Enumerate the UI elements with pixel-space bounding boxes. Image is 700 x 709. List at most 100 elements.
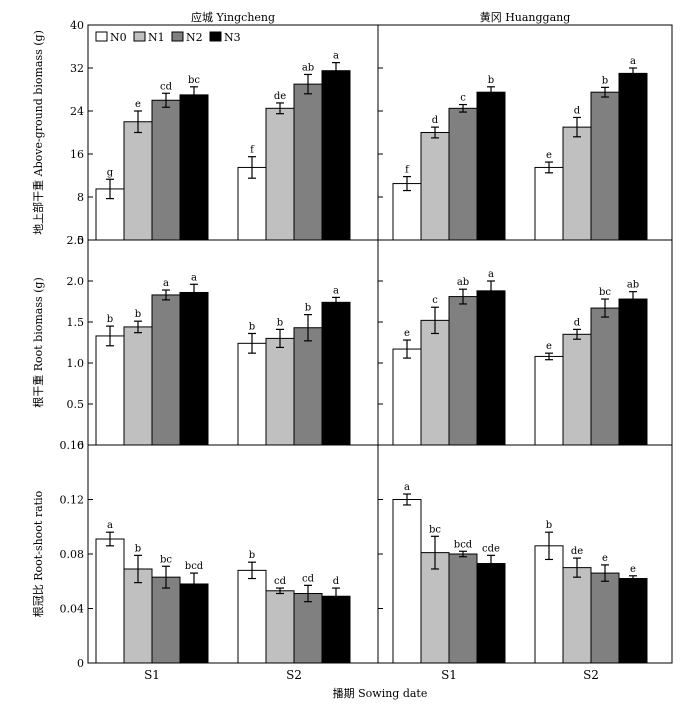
sig-letter-r2-c1-g0-s0: a: [404, 482, 410, 493]
y-tick-label-r2-0: 0: [77, 657, 84, 670]
sig-letter-r0-c0-g1-s3: a: [333, 51, 339, 62]
bar-r1-c0-g1-s0: [237, 342, 267, 446]
sig-letter-r0-c1-g0-s3: b: [488, 75, 494, 86]
sig-letter-r2-c1-g0-s2: bcd: [454, 539, 473, 550]
column-title-1: 黄冈 Huanggang: [480, 10, 571, 24]
bar-r1-c1-g0-s0: [392, 348, 422, 446]
legend-swatch-0: [95, 31, 108, 42]
bar-r2-c1-g1-s0: [534, 545, 564, 664]
bar-r0-c0-g1-s1: [265, 107, 295, 241]
sig-letter-r1-c1-g1-s2: bc: [599, 287, 611, 298]
x-category-label-c1-g1: S2: [583, 668, 599, 682]
sig-letter-r2-c0-g1-s0: b: [249, 550, 255, 561]
y-tick-label-r0-0: 0: [77, 234, 84, 247]
bar-r2-c0-g1-s0: [237, 569, 267, 664]
bar-r0-c0-g1-s3: [321, 70, 351, 241]
x-axis-title: 播期 Sowing date: [333, 686, 428, 700]
bar-r2-c0-g0-s3: [179, 583, 209, 664]
sig-letter-r1-c1-g1-s3: ab: [627, 280, 639, 291]
bar-r0-c1-g1-s3: [618, 72, 648, 241]
sig-letter-r2-c1-g0-s3: cde: [482, 543, 500, 554]
sig-letter-r1-c1-g0-s3: a: [488, 269, 494, 280]
bar-r2-c0-g0-s2: [151, 576, 181, 664]
y-axis-title-r2: 根冠比 Root-shoot ratio: [31, 490, 45, 617]
bar-r2-c0-g0-s1: [123, 568, 153, 664]
sig-letter-r0-c1-g1-s0: e: [546, 150, 552, 161]
bar-r1-c0-g0-s2: [151, 294, 181, 446]
sig-letter-r1-c1-g0-s2: ab: [457, 277, 469, 288]
sig-letter-r1-c0-g0-s2: a: [163, 278, 169, 289]
sig-letter-r0-c0-g0-s1: e: [135, 99, 141, 110]
sig-letter-r1-c0-g0-s3: a: [191, 272, 197, 283]
bar-r2-c1-g1-s3: [618, 578, 648, 664]
y-axis-title-r1: 根干重 Root biomass (g): [31, 277, 45, 408]
bar-r0-c0-g0-s2: [151, 99, 181, 241]
bar-r2-c0-g1-s1: [265, 590, 295, 664]
y-tick-label-r2-4: 0.16: [60, 439, 85, 452]
bar-r1-c1-g1-s2: [590, 307, 620, 446]
bar-r1-c1-g0-s2: [448, 296, 478, 446]
bar-r2-c0-g0-s0: [95, 538, 125, 664]
legend-swatch-3: [209, 31, 222, 42]
x-category-label-c0-g0: S1: [144, 668, 160, 682]
legend-label-3: N3: [224, 31, 241, 44]
sig-letter-r2-c1-g1-s0: b: [546, 520, 552, 531]
legend-label-2: N2: [186, 31, 203, 44]
bar-r0-c1-g0-s2: [448, 107, 478, 241]
sig-letter-r0-c0-g1-s0: f: [250, 145, 255, 156]
column-title-0: 应城 Yingcheng: [191, 10, 275, 24]
bar-r2-c1-g0-s3: [476, 563, 506, 664]
sig-letter-r2-c0-g0-s0: a: [107, 520, 113, 531]
bar-r1-c1-g1-s3: [618, 298, 648, 446]
bar-r2-c1-g0-s0: [392, 499, 422, 664]
sig-letter-r0-c0-g1-s1: de: [274, 91, 286, 102]
sig-letter-r2-c0-g0-s2: bc: [160, 554, 172, 565]
sig-letter-r2-c0-g0-s3: bcd: [185, 561, 204, 572]
y-tick-label-r1-4: 2.0: [67, 275, 85, 288]
bar-r0-c0-g0-s1: [123, 121, 153, 241]
sig-letter-r1-c1-g0-s1: c: [432, 295, 438, 306]
sig-letter-r1-c1-g1-s0: e: [546, 341, 552, 352]
sig-letter-r0-c0-g1-s2: ab: [302, 62, 314, 73]
bar-r0-c0-g1-s0: [237, 166, 267, 241]
sig-letter-r1-c0-g1-s0: b: [249, 321, 255, 332]
bar-r1-c0-g1-s1: [265, 337, 295, 446]
sig-letter-r0-c1-g0-s1: d: [432, 115, 439, 126]
bar-r2-c1-g1-s2: [590, 572, 620, 664]
sig-letter-r1-c1-g0-s0: e: [404, 328, 410, 339]
bar-r1-c1-g0-s3: [476, 290, 506, 446]
bar-r0-c1-g0-s0: [392, 183, 422, 241]
sig-letter-r1-c0-g1-s2: b: [305, 303, 311, 314]
bar-r2-c1-g0-s1: [420, 552, 450, 664]
bar-r0-c0-g1-s2: [293, 83, 323, 241]
legend-swatch-1: [133, 31, 146, 42]
sig-letter-r0-c1-g0-s2: c: [460, 93, 466, 104]
bar-r2-c1-g1-s1: [562, 567, 592, 664]
sig-letter-r2-c1-g1-s2: e: [602, 553, 608, 564]
sig-letter-r0-c1-g1-s2: b: [602, 75, 608, 86]
sig-letter-r0-c1-g0-s0: f: [405, 165, 410, 176]
sig-letter-r2-c0-g1-s2: cd: [302, 573, 315, 584]
bar-r1-c0-g0-s1: [123, 326, 153, 446]
bar-r0-c1-g1-s1: [562, 126, 592, 241]
y-tick-label-r2-1: 0.04: [60, 603, 85, 616]
bar-r0-c1-g0-s3: [476, 91, 506, 241]
y-tick-label-r2-2: 0.08: [60, 548, 85, 561]
y-tick-label-r2-3: 0.12: [60, 494, 85, 507]
y-tick-label-r1-5: 2.5: [67, 234, 85, 247]
sig-letter-r2-c1-g1-s3: e: [630, 564, 636, 575]
sig-letter-r2-c1-g1-s1: de: [571, 546, 583, 557]
y-tick-label-r0-4: 32: [70, 62, 84, 75]
sig-letter-r1-c0-g1-s1: b: [277, 317, 283, 328]
bar-r2-c0-g1-s3: [321, 595, 351, 664]
sig-letter-r0-c1-g1-s3: a: [630, 56, 636, 67]
bar-r0-c1-g0-s1: [420, 132, 450, 241]
y-tick-label-r0-2: 16: [70, 148, 84, 161]
sig-letter-r2-c0-g0-s1: b: [135, 543, 141, 554]
sig-letter-r0-c0-g0-s0: g: [107, 167, 114, 178]
bar-r0-c1-g1-s0: [534, 166, 564, 241]
bar-r1-c1-g1-s0: [534, 355, 564, 446]
sig-letter-r2-c1-g0-s1: bc: [429, 524, 441, 535]
